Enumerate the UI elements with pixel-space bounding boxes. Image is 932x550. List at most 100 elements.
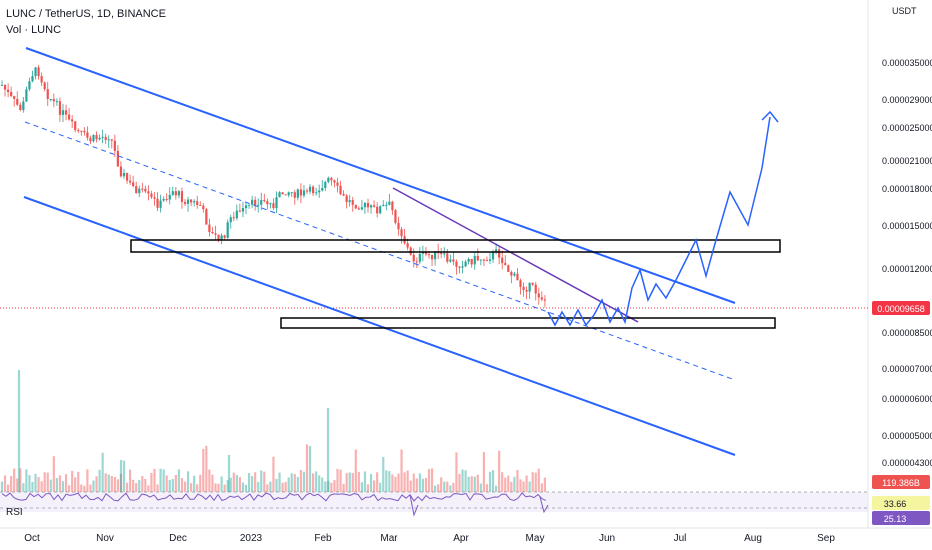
candle-body (373, 205, 376, 207)
candle-body (10, 91, 13, 97)
candle-body (46, 89, 49, 100)
candle-body (336, 182, 339, 186)
volume-bar (379, 482, 382, 492)
price-tick-label: 0.000008500 (882, 328, 932, 338)
candle-body (449, 259, 452, 262)
candle-body (159, 200, 162, 208)
candle-body (116, 150, 119, 167)
volume-bar (46, 472, 49, 492)
volume-bar (263, 471, 266, 492)
volume-bar (107, 474, 110, 492)
volume-bar (226, 480, 229, 492)
candle-body (180, 191, 184, 202)
volume-bar (369, 473, 373, 492)
candle-body (537, 293, 540, 298)
candle-body (434, 251, 437, 260)
candle-body (77, 130, 80, 132)
price-tick-label: 0.000007000 (882, 364, 932, 374)
volume-bar (238, 477, 241, 492)
candle-body (95, 134, 98, 140)
volume-bar (470, 476, 473, 492)
volume-bar (400, 449, 403, 492)
candle-body (220, 235, 223, 241)
volume-bar (125, 482, 129, 492)
volume-bar (171, 478, 174, 492)
candle-body (324, 181, 327, 189)
volume-bar (424, 477, 428, 492)
projection-path (547, 116, 771, 327)
candle-body (284, 194, 287, 196)
rsi-dip (409, 494, 419, 517)
volume-bar (388, 471, 391, 492)
volume-bar (342, 483, 345, 492)
last-price-badge (872, 301, 930, 315)
volume-bar (174, 475, 177, 492)
chart-title: LUNC / TetherUS, 1D, BINANCE (6, 8, 166, 20)
volume-bar (129, 469, 132, 492)
volume-bar (315, 471, 318, 492)
price-axis-unit: USDT (892, 6, 917, 16)
price-tick-label: 0.000005000 (882, 431, 932, 441)
volume-bar (519, 479, 522, 492)
volume-bar (266, 484, 269, 492)
candle-body (464, 261, 467, 267)
candle-body (522, 286, 525, 290)
volume-bar (488, 471, 492, 492)
volume-bar (40, 481, 43, 492)
volume-bar (339, 469, 342, 492)
candle-body (138, 188, 141, 194)
rsi-line (1, 492, 547, 502)
volume-bar (98, 469, 101, 492)
candle-body (354, 204, 357, 209)
volume-bar (336, 468, 339, 492)
candle-body (531, 282, 534, 285)
candle-body (360, 207, 363, 210)
candle-body (25, 89, 28, 102)
candle-body (504, 263, 507, 266)
volume-bar (281, 482, 284, 492)
projection-arrowhead (761, 110, 779, 123)
price-tick-label: 0.000021000 (882, 156, 932, 166)
candle-body (156, 198, 159, 208)
candle-body (37, 67, 40, 77)
volume-bar (464, 470, 467, 492)
candle-body (186, 199, 190, 204)
candle-body (214, 233, 217, 235)
candle-body (147, 191, 150, 194)
time-tick-label: Jun (599, 533, 615, 544)
candle-body (193, 201, 196, 203)
candle-body (470, 258, 473, 265)
volume-badge (872, 475, 930, 489)
volume-bar (162, 469, 165, 492)
candle-body (86, 132, 89, 138)
volume-bar (269, 481, 272, 492)
time-tick-label: Nov (96, 533, 114, 544)
candle-body (272, 203, 275, 209)
candle-body (510, 271, 513, 276)
volume-bar (324, 481, 327, 492)
volume-bar (382, 456, 385, 492)
price-tick-label: 0.000012000 (882, 264, 932, 274)
candle-body (467, 258, 470, 262)
volume-bar (110, 476, 113, 492)
volume-bar (345, 473, 348, 492)
candle-body (110, 139, 113, 141)
volume-bar (330, 482, 333, 492)
volume-bar (168, 479, 171, 492)
last-price-value: 0.00009658 (877, 304, 925, 314)
candle-body (452, 259, 455, 262)
candle-body (49, 99, 52, 101)
candle-body (101, 136, 104, 138)
candle-body (260, 200, 263, 205)
candle-body (171, 191, 174, 195)
volume-bar (412, 473, 415, 492)
volume-bar (83, 485, 86, 492)
candle-body (278, 192, 281, 198)
volume-bar (360, 482, 363, 492)
volume-bar (501, 472, 504, 492)
volume-bar (52, 456, 55, 492)
candle-body (482, 259, 485, 261)
candle-body (501, 257, 504, 264)
volume-spike (326, 408, 330, 492)
volume-bar (113, 476, 116, 492)
